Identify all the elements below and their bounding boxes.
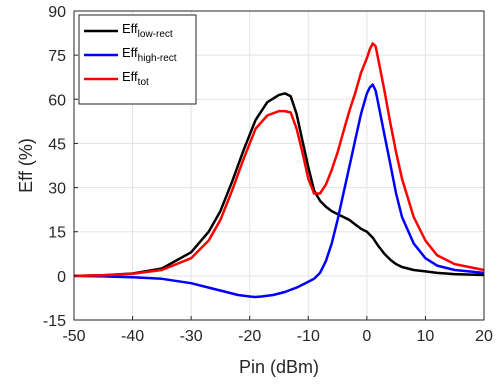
legend-entry-tot: Efftot xyxy=(122,69,149,88)
y-tick-label: 0 xyxy=(57,269,66,286)
y-tick-label: 60 xyxy=(48,92,66,109)
x-tick-label: -40 xyxy=(121,328,144,345)
y-tick-label: 75 xyxy=(48,48,66,65)
x-tick-label: 20 xyxy=(475,328,493,345)
legend-name: Eff xyxy=(122,69,138,84)
legend-subscript: tot xyxy=(138,77,149,88)
axes-box xyxy=(73,10,485,321)
legend-subscript: low-rect xyxy=(138,29,173,40)
y-tick-label: 90 xyxy=(48,4,66,21)
series-lines xyxy=(73,42,485,299)
series-line-high-rect xyxy=(73,83,485,299)
y-tick-label: 15 xyxy=(48,225,66,242)
x-tick-label: 10 xyxy=(417,328,435,345)
y-axis-ticks: -15 0 15 30 45 60 75 90 xyxy=(43,4,78,330)
y-tick-label: 45 xyxy=(48,136,66,153)
legend-name: Eff xyxy=(122,21,138,36)
legend-name: Eff xyxy=(122,45,138,60)
x-tick-label: 0 xyxy=(362,328,371,345)
y-axis-label: Eff (%) xyxy=(16,138,36,193)
legend-entry-high-rect: Effhigh-rect xyxy=(122,45,177,64)
x-tick-label: -50 xyxy=(62,328,85,345)
legend-subscript: high-rect xyxy=(138,53,177,64)
series-line-low-rect xyxy=(73,92,485,278)
x-axis-ticks: -50 -40 -30 -20 -10 0 10 20 xyxy=(62,316,493,345)
legend-entry-low-rect: Efflow-rect xyxy=(122,21,173,40)
y-tick-label: -15 xyxy=(43,313,66,330)
x-tick-label: -30 xyxy=(180,328,203,345)
x-tick-label: -20 xyxy=(238,328,261,345)
x-tick-label: -10 xyxy=(297,328,320,345)
series-line-tot xyxy=(73,42,485,278)
y-tick-label: 30 xyxy=(48,181,66,198)
x-axis-label: Pin (dBm) xyxy=(239,357,319,377)
